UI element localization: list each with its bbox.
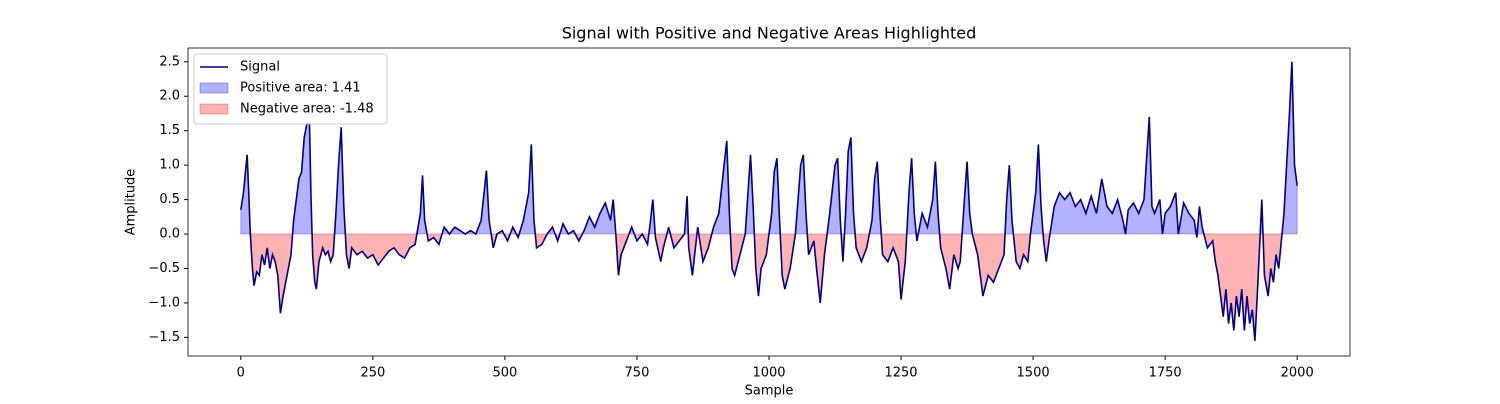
chart-title: Signal with Positive and Negative Areas … [562,24,977,43]
legend-label: Signal [240,60,280,75]
x-tick-label: 1250 [884,366,917,381]
x-tick-label: 1500 [1017,366,1050,381]
y-tick-label: 1.5 [159,123,180,138]
y-tick-label: 0.5 [159,192,180,207]
y-tick-label: 1.0 [159,158,180,173]
legend-swatch [199,82,229,94]
plot-frame [187,47,1351,357]
x-tick-label: 0 [237,366,245,381]
legend-box [193,53,388,125]
y-tick-label: 2.0 [159,89,180,104]
legend-swatch [199,103,229,115]
y-tick-label: −0.5 [148,261,180,276]
x-tick-label: 2000 [1281,366,1314,381]
x-tick-label: 1750 [1149,366,1182,381]
x-tick-label: 750 [625,366,650,381]
y-tick-label: 0.0 [159,227,180,242]
y-axis-label: Amplitude [124,169,139,236]
signal-line [240,61,1298,341]
x-tick-label: 1000 [752,366,785,381]
y-tick-label: −1.5 [148,330,180,345]
x-tick-label: 250 [360,366,385,381]
fill-area [240,61,1298,235]
legend-label: Negative area: -1.48 [240,102,374,117]
x-tick-label: 500 [492,366,517,381]
fill-area [240,234,1298,341]
legend-label: Positive area: 1.41 [240,81,361,96]
y-tick-label: −1.0 [148,295,180,310]
x-axis-label: Sample [745,384,794,399]
y-tick-label: 2.5 [159,54,180,69]
